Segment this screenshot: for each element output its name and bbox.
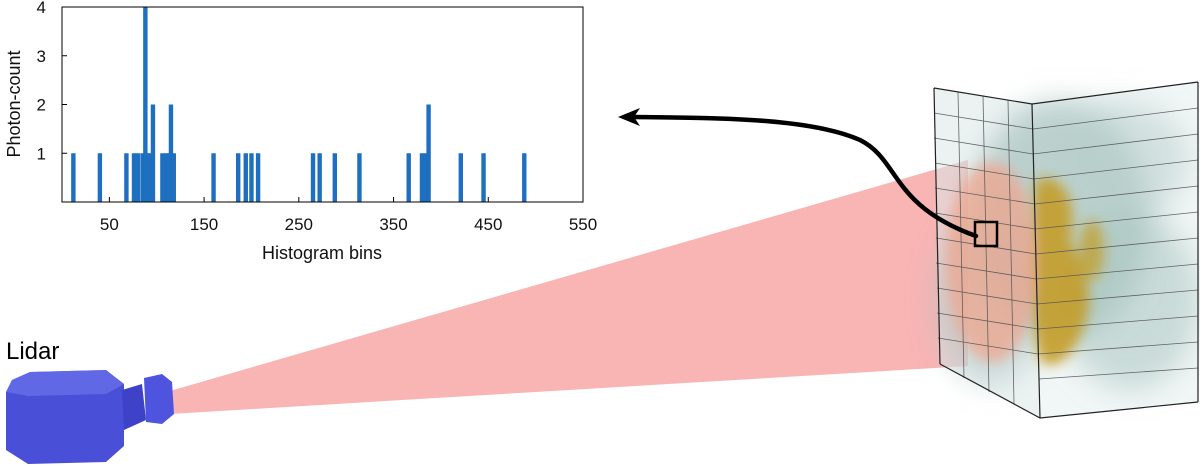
histogram-bar [143, 7, 148, 202]
histogram-bar [419, 153, 425, 202]
lidar-neck [122, 384, 146, 430]
lidar-lens [144, 374, 174, 424]
x-tick-label: 350 [379, 215, 407, 234]
histogram-chart: 50 150 250 350 450 550 1 2 3 4 Histogram bins Pho… [4, 0, 597, 263]
histogram-bar [150, 104, 156, 202]
histogram-bar [522, 153, 527, 202]
voxel-to-histogram-arrow [631, 114, 979, 239]
histogram-bar [426, 104, 431, 202]
histogram-bar [140, 153, 145, 202]
histogram-bar [124, 153, 129, 202]
histogram-bar [164, 153, 169, 202]
lidar-body-shade [6, 370, 124, 396]
histogram-bar [249, 153, 254, 202]
histogram-bar [255, 153, 261, 202]
y-tick-label: 4 [37, 0, 46, 17]
volume-grid [933, 91, 1199, 405]
histogram-bar [131, 153, 137, 202]
y-axis-label: Photon-count [4, 50, 24, 157]
histogram-bar [168, 104, 174, 202]
histogram-bar [423, 153, 428, 202]
histogram-bars [71, 7, 527, 202]
histogram-bar [357, 153, 362, 202]
x-tick-label: 150 [190, 215, 218, 234]
target-surface [1031, 178, 1104, 365]
x-tick-label: 550 [569, 215, 597, 234]
histogram-bar [243, 153, 248, 202]
lidar-label: Lidar [6, 338, 59, 365]
arrowhead-icon [618, 108, 640, 126]
plot-frame [61, 6, 584, 203]
histogram-bar [458, 153, 463, 202]
y-tick-label: 3 [37, 47, 46, 66]
histogram-bar [146, 153, 152, 202]
histogram-bar [211, 153, 216, 202]
x-tick-label: 450 [474, 215, 502, 234]
histogram-bar [171, 153, 176, 202]
histogram-bar [481, 153, 486, 202]
y-tick-label: 1 [37, 144, 46, 163]
lidar-device-icon [6, 370, 174, 464]
histogram-bar [235, 153, 241, 202]
y-tick-label: 2 [37, 96, 46, 115]
histogram-bar [160, 153, 165, 202]
histogram-bar [97, 153, 103, 202]
histogram-bar [332, 153, 338, 202]
histogram-bar [310, 153, 316, 202]
beam-footprint [946, 162, 1038, 362]
histogram-bar [71, 153, 76, 202]
x-tick-label: 50 [100, 215, 119, 234]
axis-ticks: 50 150 250 350 450 550 1 2 3 4 [37, 0, 598, 234]
scattering-volume [933, 81, 1200, 419]
x-tick-label: 250 [285, 215, 313, 234]
x-axis-label: Histogram bins [262, 243, 382, 263]
laser-beam [170, 160, 968, 414]
histogram-bar [135, 153, 140, 202]
histogram-bar [406, 153, 411, 202]
volume-edges [933, 81, 1199, 419]
histogram-bar [317, 153, 322, 202]
